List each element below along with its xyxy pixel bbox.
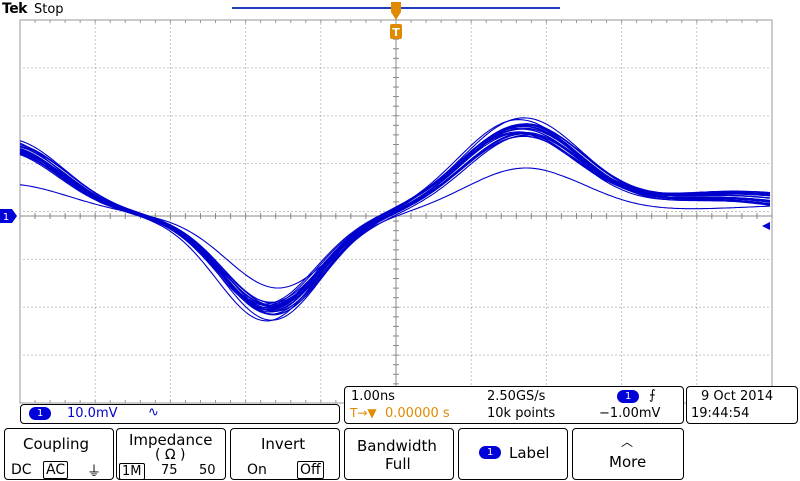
chevron-up-icon: ︿ xyxy=(621,435,634,449)
waveform-trace xyxy=(19,133,771,304)
timebase-readout[interactable]: 1.00ns 2.50GS/s 1 ⨍ T→▼ 0.00000 s 10k po… xyxy=(344,386,684,424)
waveform-trace xyxy=(19,128,771,311)
trigger-source-badge: 1 xyxy=(617,390,640,403)
impedance-1m[interactable]: 1M xyxy=(119,463,145,480)
label-title: Label xyxy=(509,444,550,462)
trigger-slope-icon: ⨍ xyxy=(649,388,656,403)
ground-icon[interactable]: ⏚ xyxy=(87,464,101,480)
datetime-readout: 9 Oct 2014 19:44:54 xyxy=(686,386,798,424)
acquisition-status: Stop xyxy=(34,2,64,17)
horizontal-delay: 0.00000 s xyxy=(385,406,450,421)
waveform-trace xyxy=(19,124,771,312)
channel-badge: 1 xyxy=(29,407,52,420)
sample-rate: 2.50GS/s xyxy=(487,389,546,404)
coupling-symbol: ∿ xyxy=(148,405,159,420)
trigger-position-marker[interactable]: T xyxy=(390,2,402,39)
more-menu-button[interactable]: ︿ More xyxy=(572,428,684,480)
coupling-dc[interactable]: DC xyxy=(11,462,32,478)
more-title: More xyxy=(609,453,647,471)
waveform-trace xyxy=(19,131,771,308)
waveform-trace xyxy=(19,123,771,315)
bandwidth-menu-button[interactable]: Bandwidth Full xyxy=(344,428,454,480)
impedance-title: Impedance xyxy=(129,431,213,449)
invert-off[interactable]: Off xyxy=(297,461,324,479)
label-channel-badge: 1 xyxy=(479,446,502,459)
date: 9 Oct 2014 xyxy=(701,389,774,404)
invert-on[interactable]: On xyxy=(247,462,267,478)
bandwidth-value: Full xyxy=(385,455,411,473)
channel-marker-label: 1 xyxy=(3,212,9,223)
delay-icon: T→▼ xyxy=(350,406,377,420)
invert-menu-button[interactable]: Invert On Off xyxy=(230,428,340,480)
waveform-trace xyxy=(19,119,771,322)
label-menu-button[interactable]: 1 Label xyxy=(458,428,568,480)
channel-1-ground-marker[interactable]: 1 xyxy=(0,209,17,223)
waveform-trace xyxy=(19,132,771,309)
waveform-trace xyxy=(19,123,771,313)
coupling-title: Coupling xyxy=(23,435,90,453)
waveform-trace xyxy=(19,131,771,306)
horizontal-scale: 1.00ns xyxy=(351,389,395,404)
record-length: 10k points xyxy=(487,406,556,421)
impedance-75[interactable]: 75 xyxy=(161,463,178,478)
trigger-level-arrow[interactable] xyxy=(762,222,770,230)
impedance-50[interactable]: 50 xyxy=(199,463,216,478)
trigger-level: −1.00mV xyxy=(599,406,661,421)
waveform-traces xyxy=(19,117,771,322)
coupling-ac[interactable]: AC xyxy=(43,461,69,479)
waveform-trace xyxy=(19,134,771,307)
invert-title: Invert xyxy=(261,435,306,453)
waveform-trace xyxy=(19,135,771,303)
impedance-unit: ( Ω ) xyxy=(155,447,186,463)
channel-readout[interactable]: 1 10.0mV ∿ xyxy=(20,404,340,424)
waveform-trace xyxy=(19,124,771,310)
waveform-trace xyxy=(19,167,771,289)
brand-logo: Tek xyxy=(2,1,28,17)
bandwidth-title: Bandwidth xyxy=(357,437,437,455)
waveform-trace xyxy=(19,135,771,306)
impedance-menu-button[interactable]: Impedance ( Ω ) 1M 75 50 xyxy=(116,428,226,480)
waveform-trace xyxy=(19,117,771,321)
waveform-trace xyxy=(19,123,771,316)
vertical-scale: 10.0mV xyxy=(67,406,118,421)
waveform-trace xyxy=(19,124,771,312)
waveform-trace xyxy=(19,132,771,307)
waveform-trace xyxy=(19,127,771,311)
waveform-display: T 1 xyxy=(0,2,773,404)
trigger-marker-label: T xyxy=(392,26,400,39)
coupling-menu-button[interactable]: Coupling DC AC ⏚ xyxy=(4,428,114,480)
time: 19:44:54 xyxy=(691,406,750,421)
